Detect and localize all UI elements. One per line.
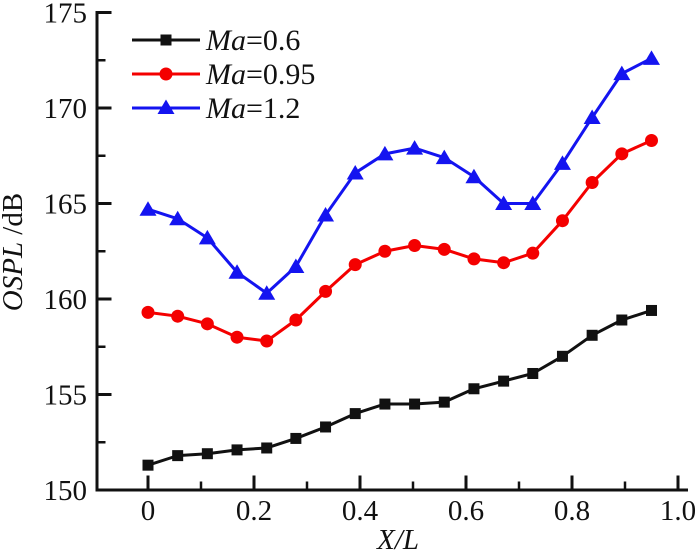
y-tick-label: 150 [44,475,88,507]
triangle-marker-icon [169,210,187,226]
circle-marker-icon [645,133,658,147]
triangle-marker-icon [139,201,157,216]
x-axis-label: X/L [376,524,419,555]
triangle-marker-icon [198,229,216,245]
series-ma-0.95 [141,133,658,348]
series-ma-0.6 [142,304,657,471]
y-tick-label: 160 [44,284,88,316]
axes: 150 155 160 165 170 175 0 0.2 0.4 0.6 0.8 1.0 [44,0,697,527]
x-tick-label: 0.8 [554,495,590,527]
square-marker-icon [586,329,598,341]
triangle-marker-icon [258,285,276,300]
legend-label-rest: =0.6 [246,24,300,57]
circle-marker-icon [378,244,392,258]
circle-marker-icon [437,242,451,256]
circle-marker-icon [141,305,155,319]
legend-circle-marker-icon [159,67,173,81]
legend-label-italic: Ma [205,58,246,91]
circle-marker-icon [171,309,185,323]
x-tick-label: 0.4 [342,495,379,527]
square-marker-icon [290,432,302,444]
triangle-marker-icon [524,195,542,210]
square-marker-icon [379,398,391,410]
circle-marker-icon [555,214,569,228]
legend-item-ma-0.95: Ma=0.95 [132,58,315,91]
legend-triangle-marker-icon [157,99,175,114]
legend-label-ma-0.95: Ma=0.95 [205,58,315,91]
x-tick-label: 0 [141,495,156,527]
y-tick-label: 155 [44,380,88,412]
triangle-marker-icon [613,65,631,81]
square-marker-icon [556,350,568,362]
y-tick-label: 170 [44,93,88,125]
legend-label-rest: =0.95 [246,58,315,91]
circle-marker-icon [260,334,274,348]
square-marker-icon [172,450,184,462]
square-marker-icon [498,375,510,387]
series-ma-1.2 [139,50,660,300]
series [139,50,660,471]
x-tick-label: 0.2 [236,495,272,527]
square-marker-icon [349,408,361,420]
legend-label-ma-0.6: Ma=0.6 [205,24,300,57]
square-marker-icon [527,367,539,379]
circle-marker-icon [615,147,629,161]
legend-label-rest: =1.2 [246,92,300,125]
legend-item-ma-1.2: Ma=1.2 [132,92,300,125]
circle-marker-icon [319,284,333,298]
triangle-marker-icon [287,258,305,274]
series-line [147,309,652,467]
square-marker-icon [468,383,480,395]
circle-marker-icon [408,239,422,253]
triangle-marker-icon [406,140,424,155]
legend-item-ma-0.6: Ma=0.6 [132,24,300,57]
legend-label-italic: Ma [205,92,246,125]
legend-label-ma-1.2: Ma=1.2 [205,92,300,125]
circle-marker-icon [526,246,540,260]
circle-marker-icon [467,252,481,266]
triangle-marker-icon [346,164,364,180]
x-tick-label: 0.6 [448,495,484,527]
series-line [147,139,653,343]
triangle-marker-icon [376,145,394,161]
square-marker-icon [201,448,213,460]
y-axis-label-unit: /dB [0,193,29,242]
circle-marker-icon [289,313,303,327]
square-marker-icon [142,459,154,471]
legend: Ma=0.6 Ma=0.95 Ma=1.2 [132,24,315,125]
square-marker-icon [646,304,657,316]
y-tick-label: 165 [44,189,88,221]
triangle-marker-icon [495,195,513,210]
square-marker-icon [409,398,421,410]
circle-marker-icon [585,175,599,189]
triangle-marker-icon [553,155,571,170]
circle-marker-icon [348,258,362,272]
square-marker-icon [261,442,273,454]
triangle-marker-icon [583,109,601,125]
axis-frame [95,11,688,492]
circle-marker-icon [200,317,214,331]
legend-label-italic: Ma [205,24,246,57]
series-line [147,57,653,295]
triangle-marker-icon [643,50,660,65]
circle-marker-icon [497,256,511,270]
y-axis-label: OSPL /dB [0,193,29,311]
square-marker-icon [231,444,243,456]
legend-square-marker-icon [160,34,172,46]
x-tick-label: 1.0 [660,495,696,527]
square-marker-icon [438,396,450,408]
square-marker-icon [616,314,628,326]
triangle-marker-icon [465,168,483,184]
triangle-marker-icon [435,149,453,165]
y-axis-label-italic: OSPL [0,242,29,311]
square-marker-icon [320,421,332,433]
y-tick-label: 175 [44,0,88,30]
triangle-marker-icon [317,206,335,222]
triangle-marker-icon [228,264,246,279]
circle-marker-icon [230,330,244,344]
